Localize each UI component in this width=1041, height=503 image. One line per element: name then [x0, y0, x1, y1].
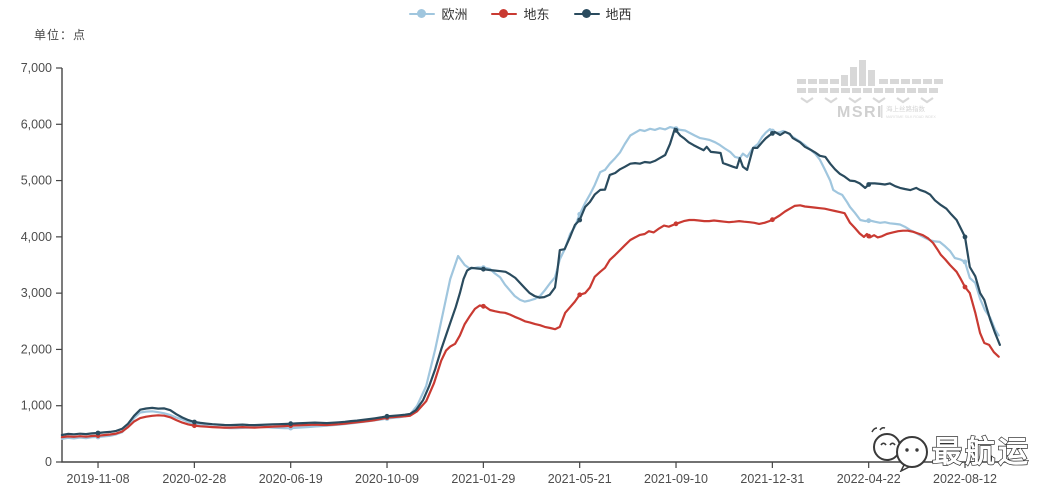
- data-point-east-med: [962, 284, 968, 290]
- y-tick-label: 2,000: [21, 342, 52, 356]
- series-line-europe: [60, 125, 1000, 440]
- chart-legend: 欧洲 地东 地西: [0, 4, 1041, 23]
- data-point-west-med: [673, 127, 679, 133]
- zuihangyun-logo-graphic: 最航运: [871, 426, 1031, 473]
- series-line-west-med: [60, 127, 1002, 437]
- data-point-west-med: [95, 430, 101, 436]
- msri-watermark: MSRI 海上丝路指数 MARITIME SILK ROAD INDEX: [795, 58, 957, 125]
- x-tick-label: 2020-06-19: [259, 472, 323, 486]
- data-point-west-med: [384, 413, 390, 419]
- data-point-europe: [962, 259, 968, 265]
- y-tick-label: 6,000: [21, 117, 52, 131]
- legend-label-west-med: 地西: [605, 7, 632, 22]
- data-point-west-med: [770, 131, 775, 136]
- y-tick-label: 3,000: [21, 286, 52, 300]
- data-point-east-med: [673, 221, 679, 227]
- data-point-east-med: [577, 292, 583, 298]
- x-tick-label: 2022-08-12: [933, 472, 997, 486]
- x-tick-label: 2021-12-31: [740, 472, 804, 486]
- data-point-europe: [866, 218, 872, 224]
- data-point-west-med: [577, 217, 583, 223]
- data-point-west-med: [481, 266, 486, 272]
- data-point-west-med: [192, 419, 197, 425]
- legend-item-east-med[interactable]: 地东: [491, 4, 550, 23]
- x-tick-label: 2020-10-09: [355, 472, 419, 486]
- y-tick-label: 4,000: [21, 230, 52, 244]
- y-tick-label: 5,000: [21, 174, 52, 188]
- y-tick-label: 7,000: [21, 61, 52, 75]
- data-point-east-med: [481, 303, 486, 309]
- data-point-west-med: [866, 182, 872, 187]
- legend-marker-europe: [409, 8, 436, 19]
- legend-item-west-med[interactable]: 地西: [573, 4, 632, 23]
- x-tick-label: 2020-02-28: [162, 472, 226, 486]
- x-tick-label: 2021-05-21: [548, 472, 612, 486]
- x-tick-label: 2022-04-22: [837, 472, 901, 486]
- series-line-east-med: [60, 204, 1000, 439]
- msri-watermark-graphic: MSRI 海上丝路指数 MARITIME SILK ROAD INDEX: [797, 60, 943, 121]
- x-tick-label: 2019-11-08: [67, 472, 130, 486]
- unit-label: 单位：点: [34, 28, 87, 42]
- y-tick-label: 1,000: [21, 399, 52, 413]
- legend-label-europe: 欧洲: [441, 7, 468, 22]
- data-point-west-med: [288, 421, 294, 427]
- data-point-west-med: [962, 234, 968, 240]
- x-tick-label: 2021-09-10: [644, 472, 708, 486]
- y-tick-label: 0: [45, 455, 52, 469]
- msri-cn-text: 海上丝路指数: [886, 104, 926, 113]
- wave-row-icon: [800, 97, 934, 104]
- data-point-east-med: [866, 233, 872, 239]
- axis-lines: [61, 68, 1015, 463]
- msri-logo-text: MSRI: [837, 104, 883, 120]
- zuihangyun-logo-text: 最航运: [932, 435, 1031, 469]
- legend-item-europe[interactable]: 欧洲: [409, 4, 467, 23]
- x-tick-label: 2021-01-29: [451, 472, 515, 486]
- data-point-east-med: [770, 217, 775, 223]
- legend-marker-east-med: [491, 8, 518, 19]
- zuihangyun-logo: 最航运: [860, 426, 1041, 477]
- legend-marker-west-med: [573, 8, 600, 19]
- data-point-east-med: [192, 423, 197, 429]
- chat-bubbles-icon: [871, 426, 928, 473]
- msri-en-text: MARITIME SILK ROAD INDEX: [886, 115, 936, 119]
- legend-label-east-med: 地东: [523, 7, 550, 22]
